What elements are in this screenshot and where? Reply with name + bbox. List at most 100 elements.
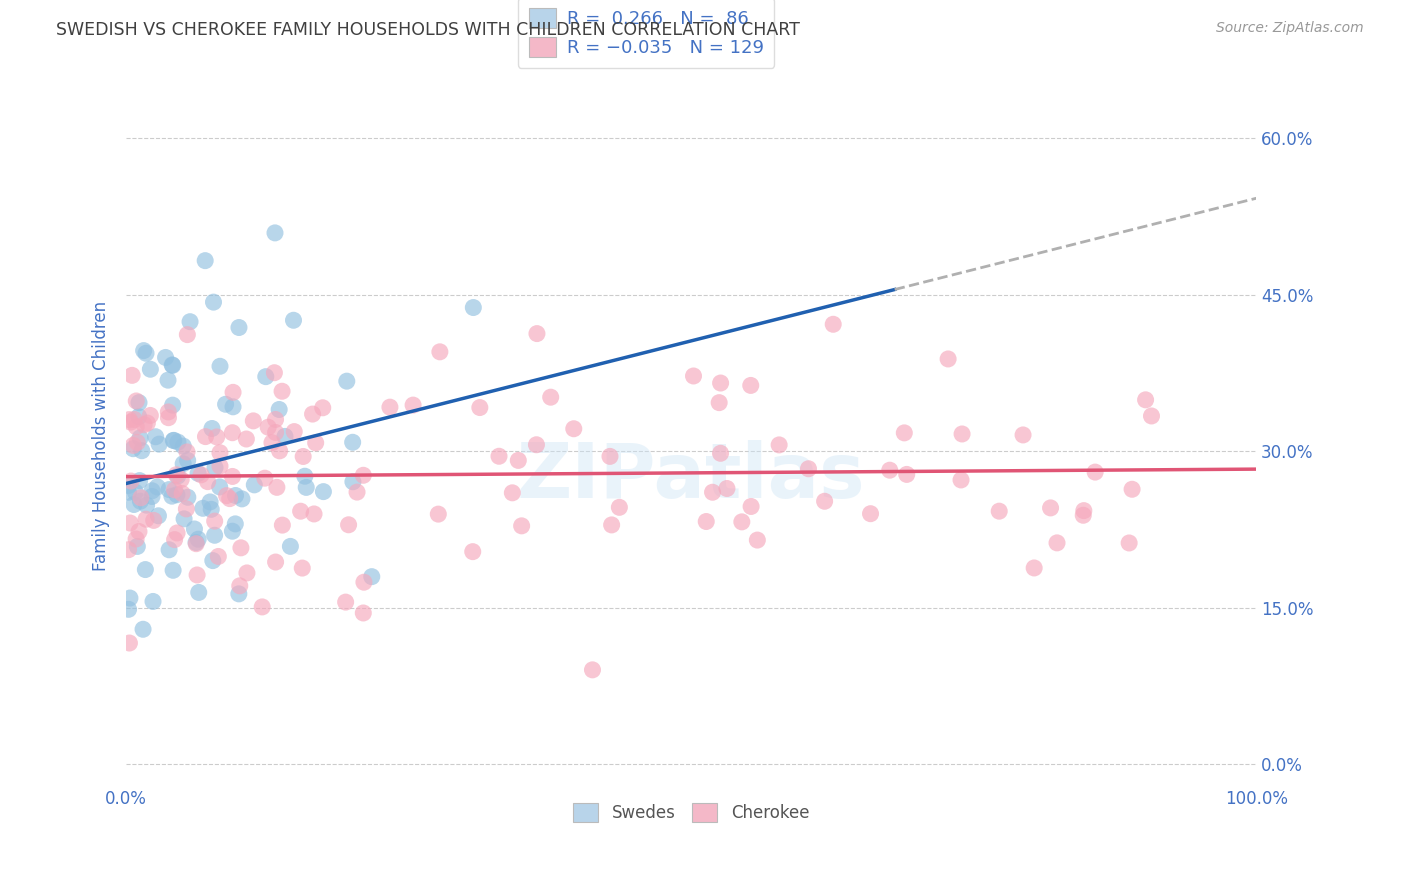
Point	[117, 602, 139, 616]
Point	[879, 463, 901, 477]
Point	[208, 480, 231, 494]
Point	[695, 515, 717, 529]
Point	[214, 397, 236, 411]
Point	[163, 533, 186, 547]
Point	[156, 373, 179, 387]
Point	[254, 369, 277, 384]
Point	[540, 390, 562, 404]
Point	[260, 435, 283, 450]
Point	[797, 462, 820, 476]
Point	[823, 318, 845, 332]
Point	[264, 412, 287, 426]
Point	[461, 544, 484, 558]
Point	[160, 358, 183, 372]
Point	[118, 636, 141, 650]
Point	[166, 488, 188, 502]
Point	[162, 359, 184, 373]
Point	[1121, 483, 1143, 497]
Point	[526, 326, 548, 341]
Point	[191, 501, 214, 516]
Point	[221, 425, 243, 440]
Point	[250, 599, 273, 614]
Point	[257, 420, 280, 434]
Point	[264, 226, 287, 240]
Point	[172, 439, 194, 453]
Point	[142, 594, 165, 608]
Point	[222, 385, 245, 400]
Point	[166, 469, 188, 483]
Point	[263, 366, 285, 380]
Point	[378, 400, 401, 414]
Point	[170, 473, 193, 487]
Point	[198, 495, 221, 509]
Point	[274, 429, 297, 443]
Point	[162, 398, 184, 412]
Point	[599, 450, 621, 464]
Point	[135, 512, 157, 526]
Point	[295, 480, 318, 494]
Point	[264, 425, 287, 440]
Point	[124, 485, 146, 500]
Point	[402, 398, 425, 412]
Point	[157, 405, 180, 419]
Point	[291, 561, 314, 575]
Point	[305, 435, 328, 450]
Point	[127, 435, 149, 450]
Point	[131, 443, 153, 458]
Point	[135, 346, 157, 360]
Point	[893, 425, 915, 440]
Point	[186, 568, 208, 582]
Point	[342, 475, 364, 489]
Point	[312, 401, 335, 415]
Point	[429, 344, 451, 359]
Point	[337, 517, 360, 532]
Point	[253, 471, 276, 485]
Point	[172, 457, 194, 471]
Point	[294, 469, 316, 483]
Point	[269, 402, 291, 417]
Point	[264, 555, 287, 569]
Point	[215, 489, 238, 503]
Point	[208, 446, 231, 460]
Point	[167, 435, 190, 450]
Point	[208, 459, 231, 474]
Point	[120, 415, 142, 429]
Point	[360, 569, 382, 583]
Point	[609, 500, 631, 515]
Point	[134, 417, 156, 432]
Point	[768, 438, 790, 452]
Point	[172, 486, 194, 500]
Point	[139, 409, 162, 423]
Point	[221, 469, 243, 483]
Point	[177, 490, 200, 504]
Point	[122, 498, 145, 512]
Point	[125, 532, 148, 546]
Point	[1140, 409, 1163, 423]
Point	[201, 553, 224, 567]
Text: ZIPatlas: ZIPatlas	[517, 441, 866, 515]
Point	[128, 409, 150, 424]
Y-axis label: Family Households with Children: Family Households with Children	[93, 301, 110, 571]
Point	[290, 504, 312, 518]
Point	[118, 412, 141, 426]
Point	[950, 473, 973, 487]
Point	[122, 438, 145, 452]
Point	[292, 450, 315, 464]
Point	[184, 535, 207, 549]
Point	[208, 359, 231, 374]
Text: Source: ZipAtlas.com: Source: ZipAtlas.com	[1216, 21, 1364, 35]
Point	[163, 434, 186, 448]
Point	[157, 483, 180, 497]
Point	[242, 414, 264, 428]
Point	[280, 540, 302, 554]
Point	[128, 395, 150, 409]
Point	[179, 315, 201, 329]
Point	[194, 253, 217, 268]
Point	[205, 430, 228, 444]
Point	[859, 507, 882, 521]
Point	[269, 443, 291, 458]
Point	[221, 524, 243, 539]
Point	[125, 394, 148, 409]
Point	[166, 525, 188, 540]
Point	[508, 453, 530, 467]
